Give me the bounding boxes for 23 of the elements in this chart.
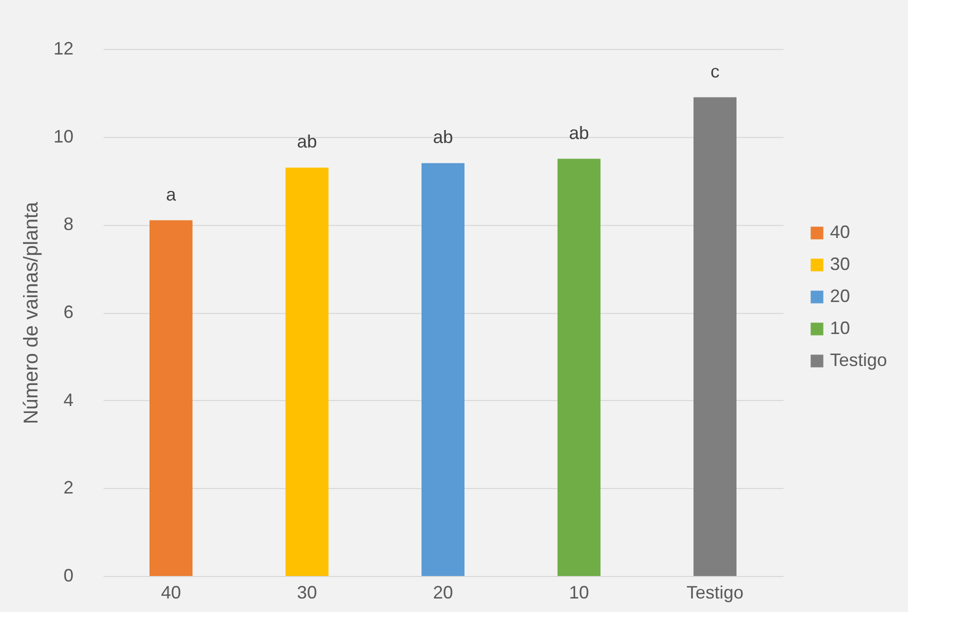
- annotation: ab: [568, 122, 590, 143]
- x-tick-label: 40: [160, 582, 182, 602]
- y-tick-label: 2: [63, 478, 74, 498]
- y-tick-label: 0: [63, 566, 74, 586]
- legend-label: 20: [830, 286, 850, 306]
- y-tick-label: 8: [63, 214, 74, 234]
- x-tick-label: 10: [568, 582, 590, 602]
- legend-label: 30: [830, 254, 850, 274]
- annotation: ab: [296, 132, 318, 152]
- annotation: c: [710, 61, 720, 82]
- annotation: a: [166, 184, 177, 204]
- y-tick-label: 4: [63, 390, 74, 410]
- x-tick-label: Testigo: [686, 582, 744, 602]
- x-tick-label: 20: [432, 582, 454, 602]
- legend-label: Testigo: [830, 350, 888, 370]
- y-tick-label: 12: [53, 38, 74, 58]
- legend-label: 40: [830, 222, 850, 242]
- y-axis-title: Número de vainas/planta: [20, 200, 42, 424]
- y-tick-label: 6: [63, 302, 74, 322]
- y-tick-label: 10: [53, 126, 74, 146]
- legend-label: 10: [830, 318, 850, 338]
- x-tick-label: 30: [296, 582, 318, 602]
- annotation: ab: [432, 127, 454, 148]
